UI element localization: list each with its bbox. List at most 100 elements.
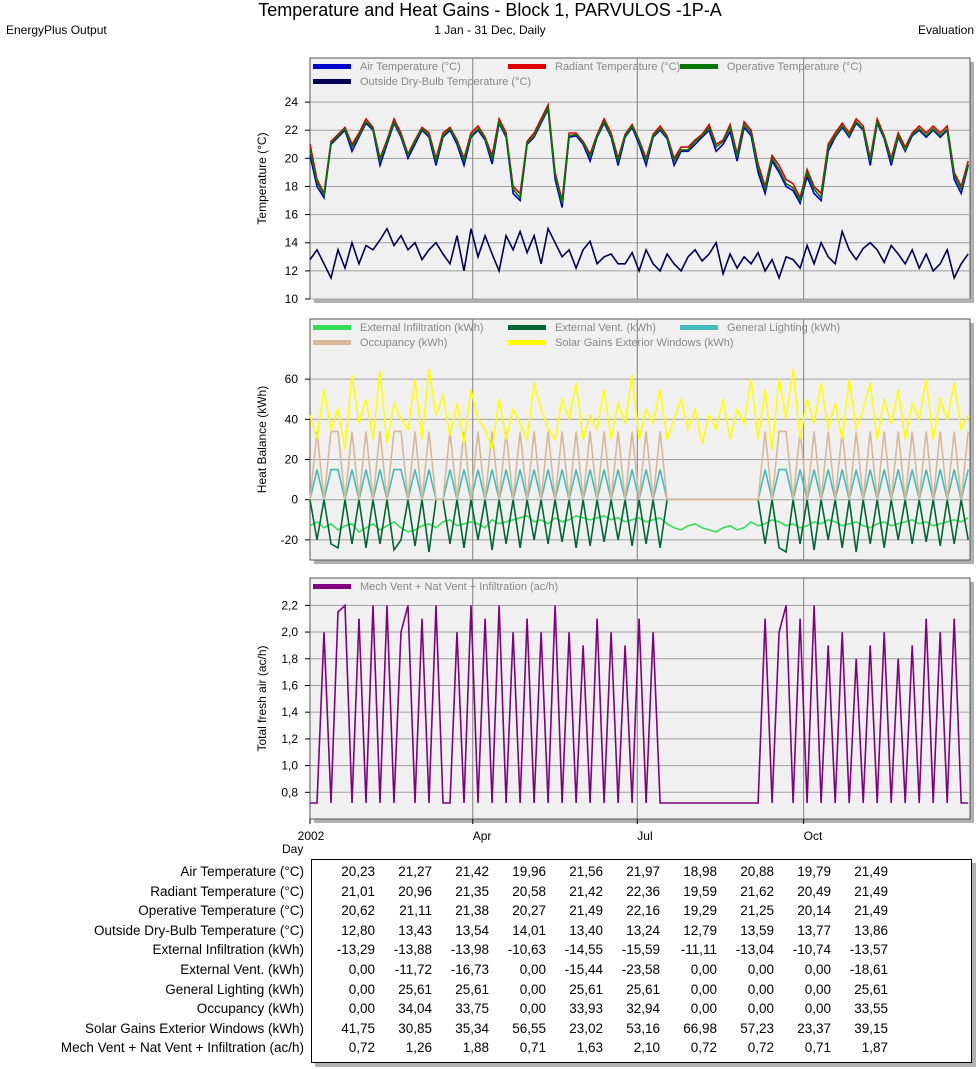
- table-cell: 25,61: [398, 981, 432, 997]
- table-cell: 20,58: [512, 883, 546, 899]
- table-cell: 13,86: [854, 922, 888, 938]
- legend-swatch: [313, 584, 351, 589]
- table-cell: -13,88: [393, 942, 432, 958]
- legend-label: Air Temperature (°C): [360, 61, 461, 73]
- legend-label: External Infiltration (kWh): [360, 322, 483, 334]
- legend-item: External Infiltration (kWh): [313, 322, 483, 334]
- legend-swatch: [680, 64, 718, 69]
- table-row-label: Operative Temperature (°C): [138, 903, 304, 919]
- series-line-5: [309, 368, 969, 450]
- y-tick-label: 16: [285, 208, 299, 222]
- table-cell: 22,16: [626, 903, 660, 919]
- table-cell: 13,59: [740, 922, 774, 938]
- table-cell: -11,72: [394, 962, 432, 977]
- y-tick-label: 18: [285, 179, 299, 193]
- table-row-label: Air Temperature (°C): [180, 864, 304, 879]
- table-cell: 0,00: [804, 962, 831, 977]
- table-cell: -14,55: [564, 942, 603, 958]
- table-cell: 22,36: [626, 883, 660, 899]
- legend-label: Occupancy (kWh): [360, 337, 447, 349]
- table-cell: -13,57: [849, 942, 888, 958]
- x-tick-label: Jul: [637, 829, 652, 843]
- table-cell: 41,75: [341, 1020, 375, 1036]
- legend-item: Outside Dry-Bulb Temperature (°C): [313, 76, 531, 88]
- table-row-label: Outside Dry-Bulb Temperature (°C): [94, 922, 304, 938]
- legend-item: Air Temperature (°C): [313, 61, 461, 73]
- y-tick-label: 40: [285, 412, 299, 426]
- table-cell: 0,00: [690, 1001, 717, 1017]
- table-cell: 0,00: [348, 1001, 375, 1017]
- table-cell: 21,49: [854, 883, 888, 899]
- table-cell: 21,38: [455, 903, 489, 919]
- table-cell: 21,49: [569, 903, 603, 919]
- table-cell: 12,79: [683, 922, 717, 938]
- y-tick-label: 2,0: [281, 625, 298, 639]
- chart-panel-1: 10 12 14 16 18 20 22 24 Temperature (°C) Air Temp…: [255, 57, 974, 306]
- chart-panel-2: -20 0 20 40 60 Heat Balance (kWh) External Inf…: [255, 318, 974, 564]
- table-cell: 0,72: [690, 1040, 717, 1056]
- legend-swatch: [313, 325, 351, 330]
- table-cell: 21,25: [740, 903, 774, 919]
- series-line-1: [309, 106, 969, 208]
- table-cell: 0,00: [804, 1001, 831, 1017]
- table-cell: 66,98: [683, 1020, 717, 1036]
- y-tick-label: 1,0: [281, 759, 298, 773]
- table-cell: 0,00: [747, 981, 774, 997]
- table-cell: 0,00: [519, 981, 546, 997]
- y-tick-label: 12: [285, 264, 299, 278]
- table-cell: 23,37: [797, 1020, 831, 1036]
- legend-swatch: [508, 325, 546, 330]
- table-cell: 53,16: [626, 1020, 660, 1036]
- table-cell: 18,98: [683, 864, 717, 879]
- table-cell: -13,29: [336, 942, 375, 958]
- table-cell: 25,61: [626, 981, 660, 997]
- legend-label: Outside Dry-Bulb Temperature (°C): [360, 76, 531, 88]
- table-cell: -15,59: [621, 942, 660, 958]
- y-tick-label: 1,2: [281, 732, 298, 746]
- x-tick-label: 2002: [298, 829, 325, 843]
- table-cell: 21,35: [455, 883, 489, 899]
- legend-item: General Lighting (kWh): [680, 322, 840, 334]
- series-line-1: [309, 514, 969, 533]
- y-axis-label: Total fresh air (ac/h): [255, 645, 269, 751]
- table-cell: 23,02: [569, 1020, 603, 1036]
- legend-item: Occupancy (kWh): [313, 337, 447, 349]
- table-cell: 0,71: [519, 1040, 546, 1056]
- table-cell: 19,29: [683, 903, 717, 919]
- table-cell: 12,80: [341, 922, 375, 938]
- series-line-4: [309, 430, 969, 501]
- legend-swatch: [313, 64, 351, 69]
- legend-swatch: [508, 64, 546, 69]
- charts-area: 10 12 14 16 18 20 22 24 Temperature (°C) Air Temp…: [255, 57, 974, 856]
- table-cell: -11,11: [680, 942, 717, 958]
- evaluation-label: Evaluation: [917, 23, 974, 37]
- table-cell: 0,72: [348, 1040, 375, 1056]
- table-cell: -10,74: [792, 942, 831, 958]
- y-tick-label: 2,2: [281, 598, 298, 612]
- y-tick-label: 60: [285, 372, 299, 386]
- table-row-label: Radiant Temperature (°C): [150, 883, 304, 899]
- table-cell: -16,73: [450, 962, 489, 977]
- table-cell: 19,96: [512, 864, 546, 879]
- table-cell: 32,94: [626, 1001, 660, 1017]
- table-cell: -15,44: [564, 962, 603, 977]
- table-cell: 21,42: [569, 883, 603, 899]
- table-cell: 19,59: [683, 883, 717, 899]
- table-cell: 20,49: [797, 883, 831, 899]
- y-tick-label: 1,8: [281, 652, 298, 666]
- y-tick-label: 0: [291, 493, 298, 507]
- table-cell: 20,96: [398, 883, 432, 899]
- table-cell: 25,61: [569, 981, 603, 997]
- table-cell: 13,24: [626, 922, 660, 938]
- table-cell: 0,72: [747, 1040, 774, 1056]
- table-cell: 21,56: [569, 864, 603, 879]
- y-tick-label: 1,6: [281, 678, 298, 692]
- table-cell: 0,71: [804, 1040, 831, 1056]
- table-cell: 1,63: [576, 1040, 603, 1056]
- x-tick-label: Apr: [473, 829, 492, 843]
- table-cell: -18,61: [849, 962, 888, 977]
- table-cell: 0,00: [348, 962, 375, 977]
- table-cell: 39,15: [854, 1020, 888, 1036]
- table-cell: 13,54: [455, 922, 489, 938]
- y-tick-label: 20: [285, 151, 299, 165]
